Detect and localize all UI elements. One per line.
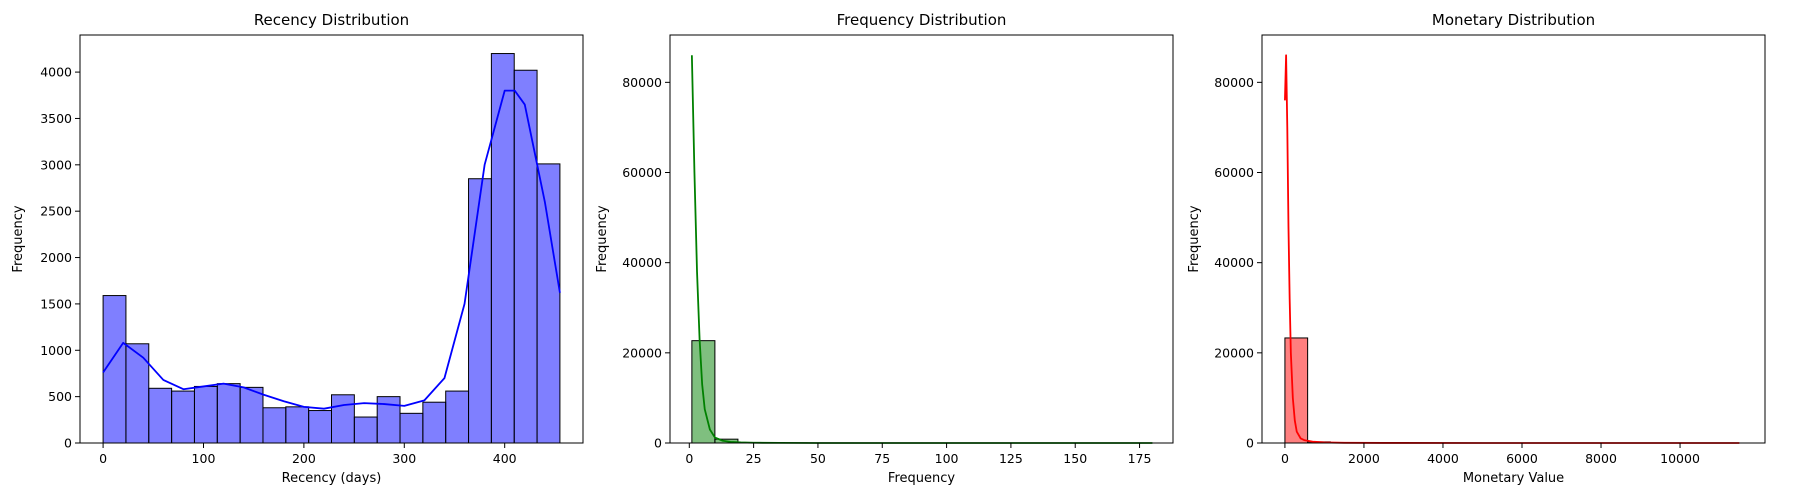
recency-chart-title: Recency Distribution xyxy=(254,11,409,29)
frequency-x-tick-label: 0 xyxy=(685,451,693,466)
recency-y-tick-label: 1500 xyxy=(40,296,72,311)
recency-bar xyxy=(445,390,470,444)
recency-bar xyxy=(422,401,447,444)
recency-x-tick-label: 100 xyxy=(192,451,216,466)
recency-bar xyxy=(513,69,538,444)
recency-y-axis-label: Frequency xyxy=(11,205,26,272)
recency-bar xyxy=(399,412,424,444)
frequency-x-tick-label: 150 xyxy=(1063,451,1087,466)
recency-y-tick-label: 2000 xyxy=(40,250,72,265)
frequency-x-tick-label: 25 xyxy=(746,451,762,466)
frequency-y-tick-label: 20000 xyxy=(622,345,662,360)
monetary-y-tick-label: 80000 xyxy=(1214,75,1254,90)
recency-bar xyxy=(331,394,355,444)
recency-bar xyxy=(353,416,378,444)
recency-bar xyxy=(193,385,218,444)
monetary-x-tick-label: 6000 xyxy=(1506,451,1538,466)
frequency-y-tick-label: 0 xyxy=(654,436,662,451)
frequency-x-axis-label: Frequency xyxy=(888,471,955,486)
frequency-y-tick-label: 60000 xyxy=(622,165,662,180)
frequency-x-tick-label: 175 xyxy=(1128,451,1152,466)
recency-bar xyxy=(102,295,127,444)
recency-bar xyxy=(262,407,287,444)
recency-x-tick-label: 300 xyxy=(392,451,416,466)
recency-x-axis-label: Recency (days) xyxy=(282,471,382,486)
frequency-x-tick-label: 50 xyxy=(810,451,826,466)
monetary-chart: 0 2000 4000 6000 8000 10000 0 20000 40000 60000 80… xyxy=(1187,11,1766,486)
recency-bar xyxy=(285,406,310,444)
monetary-y-tick-label: 20000 xyxy=(1214,345,1254,360)
monetary-x-tick-label: 2000 xyxy=(1348,451,1380,466)
monetary-x-tick-label: 10000 xyxy=(1660,451,1700,466)
recency-x-tick-label: 400 xyxy=(493,451,517,466)
frequency-y-axis-label: Frequency xyxy=(595,205,610,272)
recency-y-tick-label: 3000 xyxy=(40,157,72,172)
recency-bar xyxy=(125,343,150,444)
monetary-x-axis-label: Monetary Value xyxy=(1463,471,1564,486)
monetary-y-tick-label: 60000 xyxy=(1214,165,1254,180)
recency-y-tick-label: 0 xyxy=(64,436,72,451)
frequency-chart: 0 25 50 75 100 125 150 175 0 20000 40000 60000 80000… xyxy=(595,11,1174,486)
recency-y-tick-label: 3500 xyxy=(40,111,72,126)
frequency-x-tick-label: 75 xyxy=(874,451,890,466)
recency-x-tick-label: 200 xyxy=(292,451,316,466)
recency-y-tick-label: 500 xyxy=(48,389,72,404)
recency-bar xyxy=(171,390,195,444)
frequency-x-tick-label: 125 xyxy=(999,451,1023,466)
monetary-chart-title: Monetary Distribution xyxy=(1432,11,1595,29)
recency-x-tick-label: 0 xyxy=(99,451,107,466)
recency-y-tick-label: 1000 xyxy=(40,343,72,358)
monetary-bars xyxy=(1284,337,1740,444)
frequency-chart-title: Frequency Distribution xyxy=(837,11,1007,29)
recency-bar xyxy=(468,178,492,444)
recency-kde-line xyxy=(102,89,561,410)
frequency-kde-line xyxy=(690,55,1153,444)
recency-bar xyxy=(536,163,561,444)
monetary-y-tick-label: 40000 xyxy=(1214,255,1254,270)
monetary-axes-frame xyxy=(1261,34,1766,444)
recency-y-tick-label: 2500 xyxy=(40,204,72,219)
monetary-x-tick-label: 4000 xyxy=(1427,451,1459,466)
recency-bar xyxy=(148,387,173,444)
recency-y-tick-label: 4000 xyxy=(40,65,72,80)
frequency-y-tick-label: 80000 xyxy=(622,75,662,90)
frequency-bars xyxy=(691,340,1153,444)
recency-bar xyxy=(216,383,241,444)
frequency-y-tick-label: 40000 xyxy=(622,255,662,270)
monetary-kde-line xyxy=(1284,54,1740,444)
frequency-axes-frame xyxy=(669,34,1174,444)
recency-bar xyxy=(239,386,264,444)
recency-bar xyxy=(308,410,332,444)
monetary-y-axis-label: Frequency xyxy=(1187,205,1202,272)
recency-bar xyxy=(490,53,515,444)
frequency-x-tick-label: 100 xyxy=(935,451,959,466)
recency-axes-frame xyxy=(79,34,584,444)
monetary-x-tick-label: 8000 xyxy=(1585,451,1617,466)
recency-chart: 0 100 200 300 400050010001500200025003000350… xyxy=(11,11,584,486)
monetary-x-tick-label: 0 xyxy=(1281,451,1289,466)
monetary-y-tick-label: 0 xyxy=(1246,436,1254,451)
